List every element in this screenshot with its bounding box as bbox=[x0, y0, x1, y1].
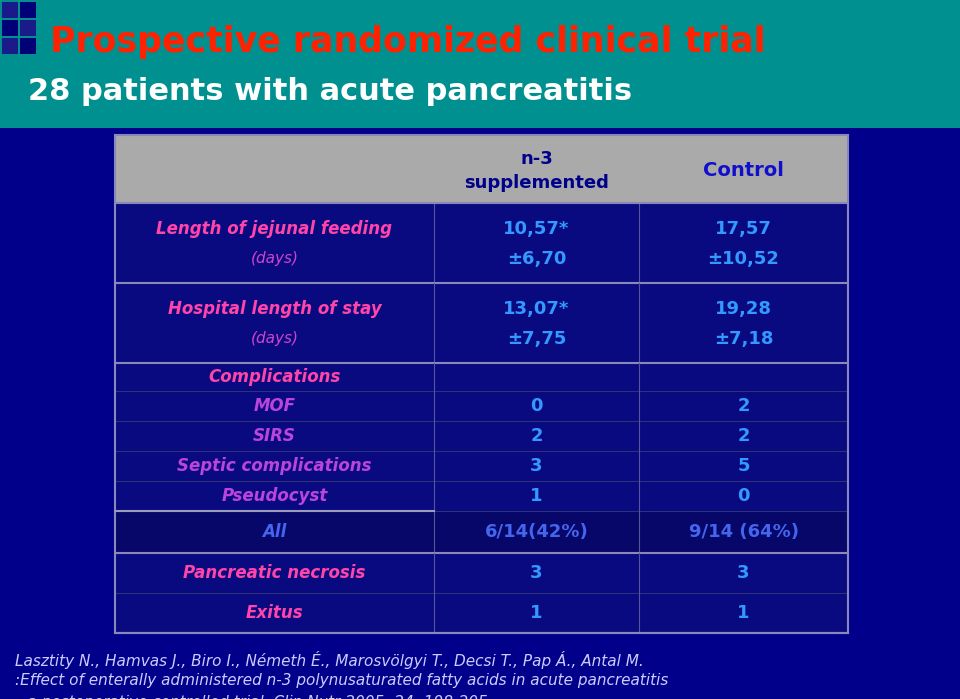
Text: 3: 3 bbox=[530, 457, 542, 475]
Text: 17,57: 17,57 bbox=[715, 219, 772, 238]
Bar bbox=[2, 38, 18, 54]
Bar bbox=[115, 481, 848, 511]
Bar bbox=[115, 421, 848, 451]
Text: All: All bbox=[262, 523, 287, 541]
Text: Control: Control bbox=[703, 161, 784, 180]
Bar bbox=[115, 135, 848, 203]
Text: ±6,70: ±6,70 bbox=[507, 250, 566, 268]
Text: 5: 5 bbox=[737, 457, 750, 475]
Text: ±10,52: ±10,52 bbox=[708, 250, 780, 268]
Bar bbox=[115, 593, 848, 633]
Text: 3: 3 bbox=[530, 564, 542, 582]
Bar bbox=[20, 38, 36, 54]
Bar bbox=[115, 283, 848, 363]
Text: Length of jejunal feeding: Length of jejunal feeding bbox=[156, 219, 393, 238]
Text: (days): (days) bbox=[251, 252, 299, 266]
Text: 28 patients with acute pancreatitis: 28 patients with acute pancreatitis bbox=[28, 78, 632, 106]
Text: :Effect of enterally administered n-3 polynusaturated fatty acids in acute pancr: :Effect of enterally administered n-3 po… bbox=[15, 673, 668, 688]
Text: – a postoperative controlled trial. Clin Nutr 2005; 24: 198-205.: – a postoperative controlled trial. Clin… bbox=[15, 695, 492, 699]
Text: Pancreatic necrosis: Pancreatic necrosis bbox=[183, 564, 366, 582]
Text: 6/14(42%): 6/14(42%) bbox=[485, 523, 588, 541]
Text: 19,28: 19,28 bbox=[715, 300, 772, 317]
Bar bbox=[115, 203, 848, 283]
Bar bbox=[20, 2, 36, 18]
Text: Hospital length of stay: Hospital length of stay bbox=[168, 300, 381, 317]
Text: 2: 2 bbox=[530, 427, 542, 445]
Text: 3: 3 bbox=[737, 564, 750, 582]
Text: Prospective randomized clinical trial: Prospective randomized clinical trial bbox=[50, 25, 766, 59]
Text: 0: 0 bbox=[737, 487, 750, 505]
Text: Complications: Complications bbox=[208, 368, 341, 386]
Text: ±7,18: ±7,18 bbox=[714, 330, 774, 348]
Bar bbox=[115, 363, 848, 391]
Bar bbox=[115, 391, 848, 421]
Text: 9/14 (64%): 9/14 (64%) bbox=[688, 523, 799, 541]
Bar bbox=[20, 20, 36, 36]
Text: 1: 1 bbox=[530, 604, 542, 622]
Text: SIRS: SIRS bbox=[253, 427, 296, 445]
Text: 1: 1 bbox=[737, 604, 750, 622]
Bar bbox=[115, 451, 848, 481]
Text: 13,07*: 13,07* bbox=[503, 300, 569, 317]
Text: Lasztity N., Hamvas J., Biro I., Németh É., Marosvölgyi T., Decsi T., Pap Á., An: Lasztity N., Hamvas J., Biro I., Németh … bbox=[15, 651, 644, 669]
Text: 2: 2 bbox=[737, 397, 750, 415]
Bar bbox=[0, 0, 960, 128]
Bar bbox=[2, 2, 18, 18]
Text: Septic complications: Septic complications bbox=[178, 457, 372, 475]
Text: Exitus: Exitus bbox=[246, 604, 303, 622]
Bar bbox=[2, 20, 18, 36]
Text: supplemented: supplemented bbox=[464, 173, 609, 192]
Text: ±7,75: ±7,75 bbox=[507, 330, 566, 348]
Text: MOF: MOF bbox=[253, 397, 296, 415]
Text: 1: 1 bbox=[530, 487, 542, 505]
Bar bbox=[115, 511, 848, 553]
Text: Pseudocyst: Pseudocyst bbox=[221, 487, 327, 505]
Text: (days): (days) bbox=[251, 331, 299, 347]
Text: 10,57*: 10,57* bbox=[503, 219, 569, 238]
Bar bbox=[115, 553, 848, 593]
Text: 0: 0 bbox=[530, 397, 542, 415]
Text: n-3: n-3 bbox=[520, 150, 553, 168]
Text: 2: 2 bbox=[737, 427, 750, 445]
